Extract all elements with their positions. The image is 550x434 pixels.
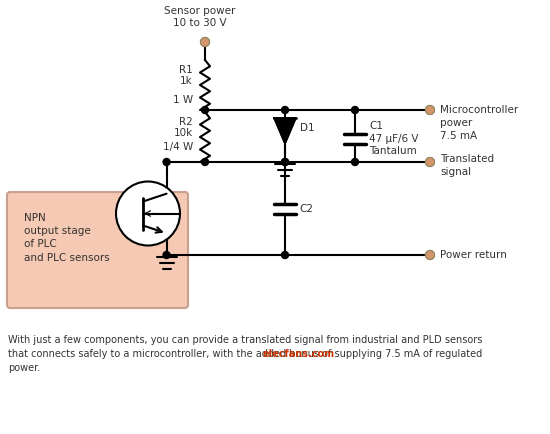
- Text: R2: R2: [179, 117, 193, 127]
- Circle shape: [426, 250, 434, 260]
- Circle shape: [116, 181, 180, 246]
- Text: C1
47 µF/6 V
Tantalum: C1 47 µF/6 V Tantalum: [369, 121, 419, 156]
- Text: power.: power.: [8, 363, 40, 373]
- Text: 1/4 W: 1/4 W: [163, 142, 193, 152]
- Text: Sensor power
10 to 30 V: Sensor power 10 to 30 V: [164, 6, 236, 28]
- Circle shape: [282, 158, 289, 165]
- Text: that connects safely to a microcontroller, with the added bonus of supplying 7.5: that connects safely to a microcontrolle…: [8, 349, 482, 359]
- Text: R1: R1: [179, 65, 193, 75]
- Text: Power return: Power return: [440, 250, 507, 260]
- Circle shape: [201, 37, 210, 46]
- Circle shape: [351, 158, 359, 165]
- Text: D1: D1: [300, 123, 315, 133]
- Text: 1 W: 1 W: [173, 95, 193, 105]
- Text: Microcontroller
power
7.5 mA: Microcontroller power 7.5 mA: [440, 105, 518, 141]
- Text: elecfans.com: elecfans.com: [263, 349, 335, 359]
- Text: C2: C2: [299, 204, 313, 214]
- Circle shape: [201, 106, 208, 114]
- Circle shape: [282, 251, 289, 259]
- Circle shape: [163, 251, 170, 259]
- Circle shape: [282, 158, 289, 165]
- Text: With just a few components, you can provide a translated signal from industrial : With just a few components, you can prov…: [8, 335, 482, 345]
- Circle shape: [282, 106, 289, 114]
- Circle shape: [201, 158, 208, 165]
- Circle shape: [426, 158, 434, 167]
- Text: Translated
signal: Translated signal: [440, 154, 494, 177]
- Polygon shape: [274, 118, 296, 144]
- Circle shape: [351, 106, 359, 114]
- Text: NPN
output stage
of PLC
and PLC sensors: NPN output stage of PLC and PLC sensors: [24, 213, 110, 263]
- Circle shape: [426, 105, 434, 115]
- Text: 1k: 1k: [180, 76, 193, 86]
- FancyBboxPatch shape: [7, 192, 188, 308]
- Text: 10k: 10k: [174, 128, 193, 138]
- Circle shape: [163, 158, 170, 165]
